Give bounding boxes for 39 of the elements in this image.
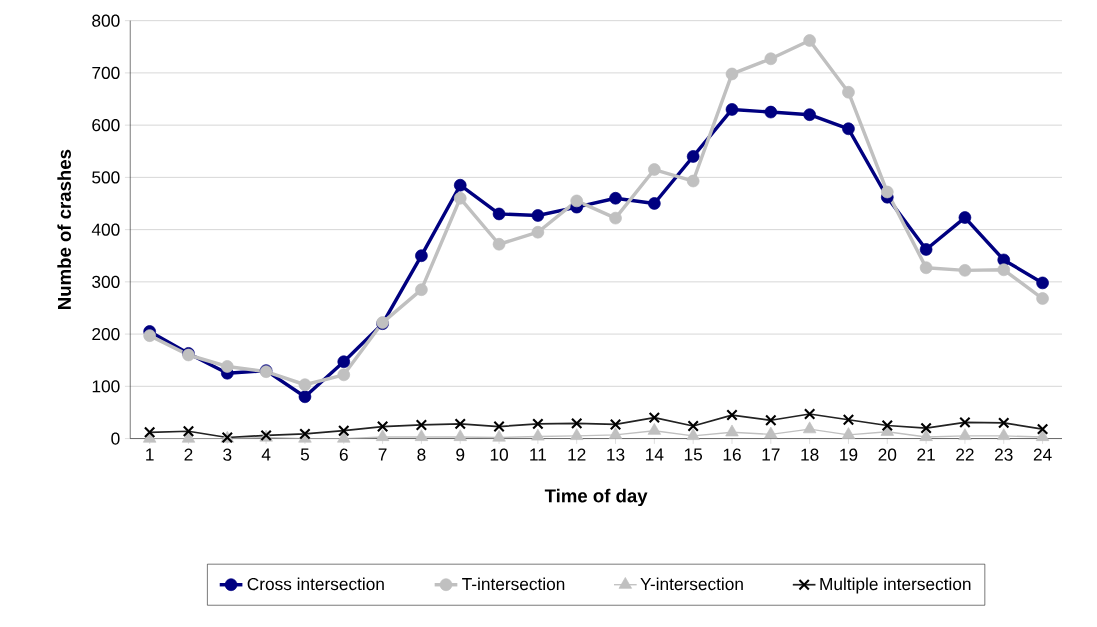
x-tick-label: 4 xyxy=(261,448,271,461)
y-tick-label: 0 xyxy=(111,432,120,445)
x-tick-label: 11 xyxy=(530,448,547,461)
x-tick-label: 10 xyxy=(490,448,508,461)
x-tick-label: 9 xyxy=(456,448,465,461)
x-tick-label: 21 xyxy=(917,448,935,461)
x-tick-label: 18 xyxy=(801,448,819,461)
x-tick-label: 1 xyxy=(146,448,154,461)
x-tick-label: 6 xyxy=(339,448,348,461)
x-tick-label: 24 xyxy=(1033,448,1052,461)
x-tick-label: 20 xyxy=(878,448,897,461)
x-tick-label: 17 xyxy=(762,448,780,461)
y-tick-label: 200 xyxy=(92,327,120,341)
y-tick-label: 100 xyxy=(92,380,120,393)
y-tick-label: 400 xyxy=(91,223,120,236)
x-tick-label: 14 xyxy=(646,448,664,461)
x-tick-label: 13 xyxy=(607,448,625,461)
x-tick-label: 7 xyxy=(378,448,387,461)
x-tick-label: 5 xyxy=(300,448,310,461)
legend-label: T-intersection xyxy=(462,577,565,590)
x-tick-label: 16 xyxy=(723,448,741,461)
x-axis-title: Time of day xyxy=(544,488,648,506)
x-tick-label: 23 xyxy=(995,448,1013,461)
x-tick-label: 12 xyxy=(568,448,586,461)
x-tick-label: 3 xyxy=(223,448,232,461)
legend-label: Y-intersection xyxy=(640,577,743,590)
x-tick-label: 19 xyxy=(840,448,858,461)
y-tick-label: 700 xyxy=(92,66,120,79)
x-tick-label: 22 xyxy=(956,448,974,461)
y-tick-label: 800 xyxy=(92,14,120,27)
legend-label: Multiple intersection xyxy=(820,577,971,594)
x-tick-label: 15 xyxy=(684,448,703,461)
legend-label: Cross intersection xyxy=(247,577,384,590)
y-tick-label: 300 xyxy=(92,275,120,288)
y-tick-label: 600 xyxy=(92,118,120,132)
x-tick-label: 2 xyxy=(184,448,193,461)
y-axis-title: Numbe of crashes xyxy=(57,149,71,309)
y-tick-label: 500 xyxy=(92,171,120,184)
x-tick-label: 8 xyxy=(417,448,426,461)
